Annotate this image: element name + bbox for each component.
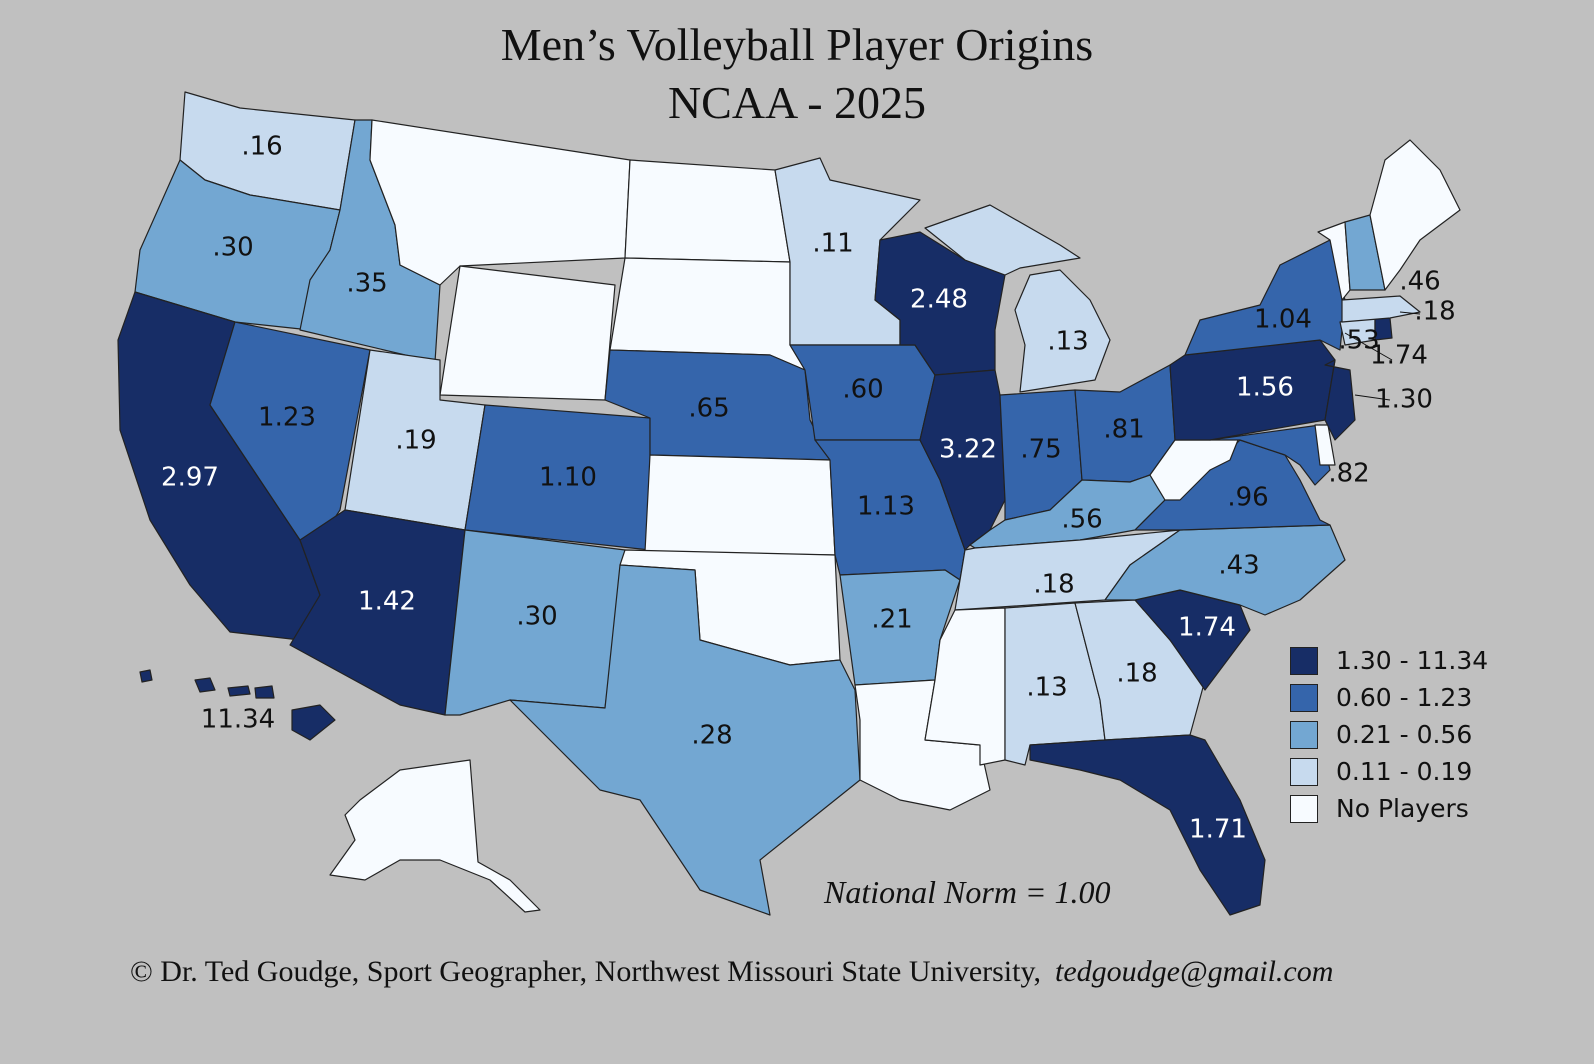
state-HI — [139, 669, 336, 741]
state-ME — [1369, 139, 1461, 291]
legend-label: 0.11 - 0.19 — [1336, 757, 1473, 786]
state-FL — [1029, 734, 1266, 916]
credit-email: tedgoudge@gmail.com — [1055, 955, 1334, 988]
state-value-NE: .65 — [688, 394, 729, 424]
state-value-MN: .11 — [812, 229, 853, 259]
state-value-NC: .43 — [1218, 551, 1259, 581]
state-value-UT: .19 — [395, 426, 436, 456]
legend-swatch — [1290, 794, 1318, 823]
legend: 1.30 - 11.34 0.60 - 1.23 0.21 - 0.56 0.1… — [1290, 642, 1488, 827]
state-value-PA: 1.56 — [1236, 373, 1294, 403]
state-value-NY: 1.04 — [1254, 305, 1312, 335]
state-MT — [369, 119, 631, 286]
state-value-NM: .30 — [516, 602, 557, 632]
legend-swatch — [1290, 720, 1318, 749]
state-NY — [1184, 239, 1346, 356]
state-value-CA: 2.97 — [161, 463, 219, 493]
label-leader-line — [1399, 311, 1421, 315]
state-TX — [509, 564, 861, 916]
map-subtitle: NCAA - 2025 — [667, 77, 927, 128]
state-DE — [1314, 424, 1336, 466]
state-KS — [644, 454, 836, 556]
state-VT — [1317, 221, 1351, 301]
state-NC — [1104, 524, 1346, 616]
label-leader-line — [1344, 332, 1393, 361]
state-value-RI: 1.74 — [1370, 341, 1428, 371]
credit-line: © Dr. Ted Goudge, Sport Geographer, Nort… — [130, 955, 1333, 989]
legend-item: 1.30 - 11.34 — [1290, 642, 1488, 679]
state-NJ — [1324, 359, 1356, 441]
legend-swatch — [1290, 646, 1318, 675]
state-value-CO: 1.10 — [539, 463, 597, 493]
legend-swatch — [1290, 757, 1318, 786]
legend-label: 1.30 - 11.34 — [1336, 646, 1489, 675]
state-value-MO: 1.13 — [857, 492, 915, 522]
map-title: Men’s Volleyball Player Origins — [500, 19, 1094, 70]
state-value-TN: .18 — [1033, 570, 1074, 600]
state-WY — [439, 265, 616, 401]
state-value-OR: .30 — [212, 233, 253, 263]
state-value-ID: .35 — [346, 269, 387, 299]
state-MI — [924, 204, 1111, 393]
state-value-MA: .18 — [1414, 297, 1455, 327]
state-value-HI: 11.34 — [201, 705, 275, 735]
legend-label: 0.21 - 0.56 — [1336, 720, 1473, 749]
state-value-MI: .13 — [1047, 327, 1088, 357]
state-value-IN: .75 — [1020, 435, 1061, 465]
state-value-WA: .16 — [241, 132, 282, 162]
state-value-AR: .21 — [871, 605, 912, 635]
state-AK — [329, 759, 541, 913]
state-value-IL: 3.22 — [939, 435, 997, 465]
label-leader-line — [1354, 394, 1391, 401]
credit-text: © Dr. Ted Goudge, Sport Geographer, Nort… — [130, 955, 1042, 988]
state-value-GA: .18 — [1116, 659, 1157, 689]
legend-item: 0.60 - 1.23 — [1290, 679, 1488, 716]
state-value-IA: .60 — [842, 375, 883, 405]
state-ND — [624, 159, 791, 263]
legend-item: 0.11 - 0.19 — [1290, 753, 1488, 790]
state-value-AZ: 1.42 — [358, 587, 416, 617]
legend-label: 0.60 - 1.23 — [1336, 683, 1473, 712]
state-value-KY: .56 — [1061, 505, 1102, 535]
state-value-AL: .13 — [1026, 673, 1067, 703]
state-value-FL: 1.71 — [1189, 815, 1247, 845]
state-value-SC: 1.74 — [1178, 613, 1236, 643]
state-MA — [1341, 295, 1421, 323]
state-value-MD: .82 — [1328, 459, 1369, 489]
state-value-WI: 2.48 — [910, 285, 968, 315]
legend-item: No Players — [1290, 790, 1488, 827]
legend-item: 0.21 - 0.56 — [1290, 716, 1488, 753]
legend-swatch — [1290, 683, 1318, 712]
state-value-NV: 1.23 — [258, 403, 316, 433]
state-value-VA: .96 — [1227, 483, 1268, 513]
state-value-NH: .46 — [1399, 267, 1440, 297]
national-norm-note: National Norm = 1.00 — [824, 874, 1111, 910]
state-value-TX: .28 — [691, 721, 732, 751]
state-value-OH: .81 — [1103, 415, 1144, 445]
legend-label: No Players — [1336, 794, 1469, 823]
